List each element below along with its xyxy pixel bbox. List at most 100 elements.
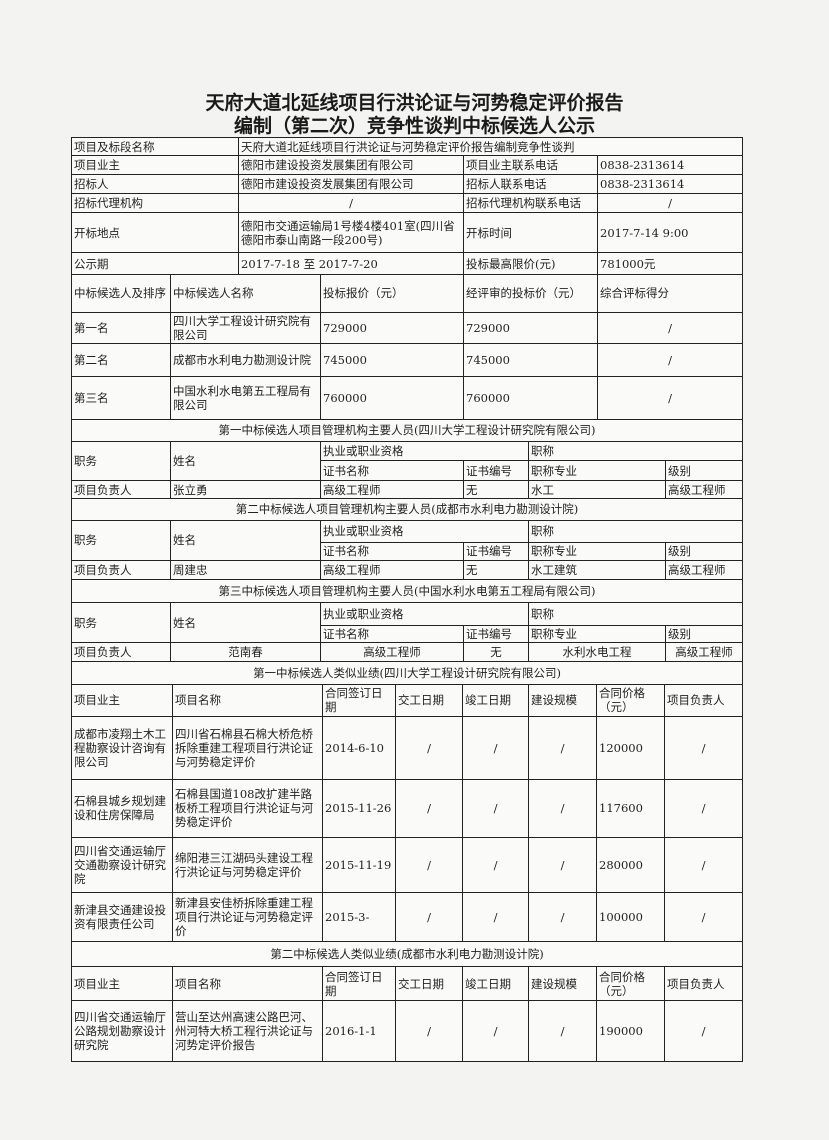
column-header: 证书编号 <box>463 460 529 481</box>
performance-cell: / <box>395 892 463 942</box>
personnel-cell: 高级工程师 <box>320 642 464 662</box>
performance-cell: / <box>395 779 463 838</box>
performance-cell: 117600 <box>596 779 665 838</box>
label-cell: 投标最高限价(元) <box>463 252 598 275</box>
candidate-cell: 760000 <box>320 376 464 420</box>
table-row: 第三名 中国水利水电第五工程局有限公司 760000 760000/ <box>71 376 743 420</box>
personnel-cell: 项目负责人 <box>71 480 171 499</box>
performance-cell: / <box>395 716 463 780</box>
performance-cell: / <box>395 1000 463 1062</box>
header-row: 证书名称 证书编号 职称专业 级别 <box>72 542 744 561</box>
personnel-cell: 水工建筑 <box>528 560 666 580</box>
personnel-cell: 无 <box>463 480 529 499</box>
max-price: 781000元 <box>596 252 744 275</box>
table-row: 成都市凌翔土木工程勘察设计咨询有限公司 四川省石棉县石棉大桥危桥拆除重建工程项目行… <box>71 716 744 780</box>
announcement-table: 项目及标段名称 天府大道北延线项目行洪论证与河势稳定评价报告编制竞争性谈判 项目业主… <box>70 137 744 1062</box>
document-title-line2: 编制（第二次）竞争性谈判中标候选人公示 <box>233 115 595 137</box>
table-row: 开标地点 德阳市交通运输局1号楼4楼401室(四川省德阳市泰山南路一段200号) 开… <box>71 212 744 253</box>
column-header: 竣工日期 <box>462 684 529 717</box>
personnel-cell: 水工 <box>528 480 666 499</box>
performance-cell: / <box>462 892 529 942</box>
performance-cell: 2014-6-10 <box>322 716 396 780</box>
candidate-cell: 745000 <box>463 343 598 377</box>
column-header: 证书编号 <box>463 542 529 561</box>
column-header: 项目名称 <box>172 684 323 717</box>
section-title-row: 第二中标候选人类似业绩(成都市水利电力勘测设计院) <box>70 941 744 967</box>
label-cell: 招标人 <box>71 174 239 194</box>
label-cell: 项目及标段名称 <box>71 137 239 156</box>
performance-cell: 280000 <box>596 837 665 893</box>
performance-cell: 2016-1-1 <box>322 1000 396 1062</box>
performance-table: 第一中标候选人类似业绩(四川大学工程设计研究院有限公司) 项目业主 项目名称 合同签订… <box>70 662 744 942</box>
section-title: 第三中标候选人项目管理机构主要人员(中国水利水电第五工程局有限公司) <box>70 579 744 603</box>
section-title: 第一中标候选人项目管理机构主要人员(四川大学工程设计研究院有限公司) <box>70 419 744 442</box>
performance-table: 第二中标候选人类似业绩(成都市水利电力勘测设计院) 项目业主 项目名称 合同签订日期交… <box>70 941 744 1062</box>
personnel-cell: 无 <box>463 560 529 580</box>
section-title-row: 第一中标候选人项目管理机构主要人员(四川大学工程设计研究院有限公司) <box>70 419 744 442</box>
column-header: 项目业主 <box>71 684 173 717</box>
header-row: 项目业主 项目名称 合同签订日期 交工日期 竣工日期 建设规模 合同价格（元） 项目负责人 <box>71 966 744 1001</box>
performance-cell: / <box>462 1000 529 1062</box>
candidate-cell: 中国水利水电第五工程局有限公司 <box>170 376 321 420</box>
column-header: 职称 <box>527 520 744 543</box>
performance-cell: 四川省石棉县石棉大桥危桥拆除重建工程项目行洪论证与河势稳定评价 <box>172 716 323 780</box>
performance-cell: / <box>663 779 744 838</box>
column-header: 职称 <box>527 602 744 626</box>
column-header: 建设规模 <box>528 966 597 1001</box>
candidate-cell: 729000 <box>463 312 598 344</box>
performance-cell: / <box>528 1000 597 1062</box>
performance-cell: 成都市凌翔土木工程勘察设计咨询有限公司 <box>71 716 173 780</box>
header-row: 证书名称 证书编号 职称专业 级别 <box>72 625 744 643</box>
performance-cell: 石棉县城乡规划建设和住房保障局 <box>71 779 173 838</box>
column-header: 投标报价（元） <box>320 275 464 313</box>
header-row: 职务 姓名 执业或职业资格 职称 <box>71 520 744 561</box>
candidate-cell: / <box>597 343 743 377</box>
performance-cell: 2015-11-19 <box>322 837 396 893</box>
column-header: 职称专业 <box>528 625 666 643</box>
candidate-cell: 第三名 <box>71 376 171 420</box>
personnel-cell: 项目负责人 <box>71 642 171 662</box>
column-header: 执业或职业资格 <box>320 602 529 626</box>
performance-cell: 2015-11-26 <box>322 779 396 838</box>
personnel-cell: 水利水电工程 <box>528 642 666 662</box>
table-row: 项目负责人 张立勇 高级工程师无水工 高级工程师 <box>71 480 744 499</box>
personnel-cell: 无 <box>463 642 529 662</box>
section-title-row: 第一中标候选人类似业绩(四川大学工程设计研究院有限公司) <box>70 662 744 685</box>
performance-cell: 营山至达州高速公路巴河、州河特大桥工程行洪论证与河势定评价报告 <box>172 1000 323 1062</box>
candidate-cell: 729000 <box>320 312 464 344</box>
table-row: 石棉县城乡规划建设和住房保障局 石棉县国道108改扩建半路板桥工程项目行洪论证与河… <box>71 779 744 838</box>
label-cell: 公示期 <box>71 252 239 275</box>
agency-phone: / <box>596 193 744 213</box>
column-header: 合同签订日期 <box>322 684 396 717</box>
label-cell: 招标代理机构 <box>71 193 239 213</box>
column-header: 证书名称 <box>320 460 464 481</box>
column-header: 证书名称 <box>320 625 464 643</box>
column-header: 执业或职业资格 <box>320 520 529 543</box>
column-header: 中标候选人及排序 <box>71 275 171 313</box>
performance-cell: / <box>528 716 597 780</box>
column-header: 项目业主 <box>71 966 173 1001</box>
column-header: 竣工日期 <box>462 966 529 1001</box>
agency-value: / <box>238 193 464 213</box>
header-row: 项目业主 项目名称 合同签订日期 交工日期 竣工日期 建设规模 合同价格（元） 项目负责人 <box>71 684 744 717</box>
column-header: 交工日期 <box>395 966 463 1001</box>
performance-cell: 新津县交通建设投资有限责任公司 <box>71 892 173 942</box>
column-header: 姓名 <box>170 520 321 561</box>
column-header: 职称专业 <box>528 460 666 481</box>
performance-cell: 2015-3- <box>322 892 396 942</box>
performance-cell: / <box>528 779 597 838</box>
candidate-cell: 第二名 <box>71 343 171 377</box>
header-row: 证书名称 证书编号 职称专业 级别 <box>72 460 744 481</box>
column-header: 证书编号 <box>463 625 529 643</box>
performance-cell: 100000 <box>596 892 665 942</box>
column-header: 职务 <box>71 441 171 481</box>
column-header: 职称专业 <box>528 542 666 561</box>
label-cell: 开标地点 <box>71 212 239 253</box>
candidate-cell: 四川大学工程设计研究院有限公司 <box>170 312 321 344</box>
personnel-cell: 项目负责人 <box>71 560 171 580</box>
column-header: 合同价格（元） <box>596 684 665 717</box>
header-row: 职务 姓名 执业或职业资格 职称 <box>71 602 744 643</box>
personnel-table: 第一中标候选人项目管理机构主要人员(四川大学工程设计研究院有限公司) 职务 姓名 执业… <box>70 419 744 499</box>
candidate-cell: 745000 <box>320 343 464 377</box>
owner-phone: 0838-2313614 <box>596 155 744 175</box>
